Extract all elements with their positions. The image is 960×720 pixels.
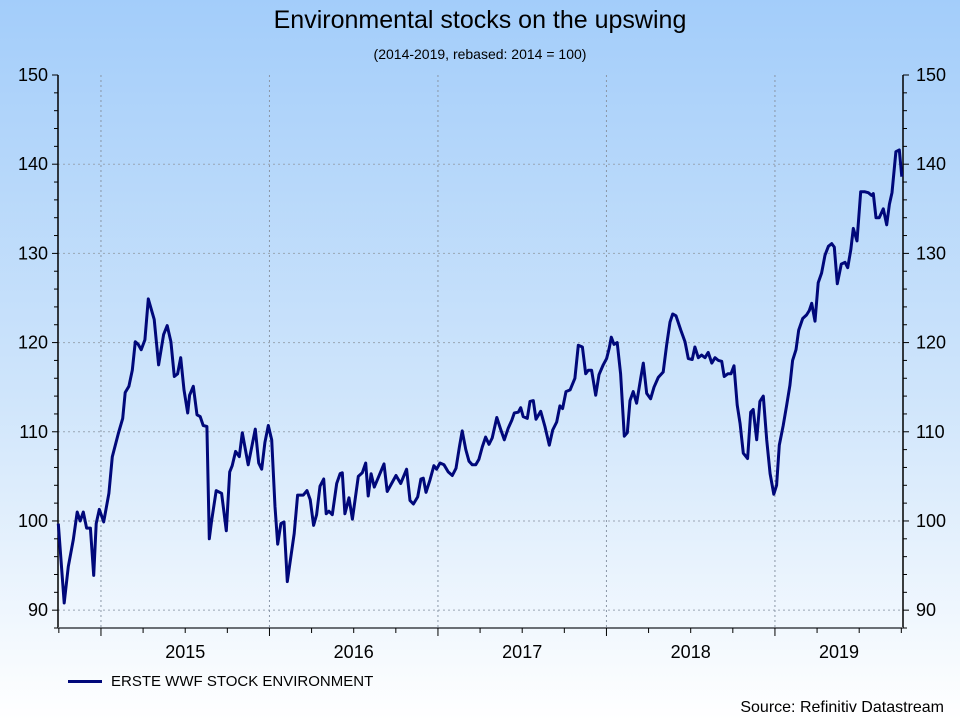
gridlines xyxy=(58,75,903,628)
x-tick-label: 2015 xyxy=(165,642,205,662)
chart-subtitle: (2014-2019, rebased: 2014 = 100) xyxy=(373,46,587,62)
legend: ERSTE WWF STOCK ENVIRONMENT xyxy=(68,673,373,690)
y-tick-label-left: 110 xyxy=(19,422,48,442)
x-tick-label: 2017 xyxy=(502,642,542,662)
y-tick-label-right: 140 xyxy=(916,154,946,174)
y-tick-label-left: 90 xyxy=(28,600,48,620)
x-tick-label: 2019 xyxy=(819,642,859,662)
axes xyxy=(52,74,909,636)
y-tick-label-right: 120 xyxy=(916,333,946,353)
y-tick-label-left: 100 xyxy=(18,511,48,531)
y-tick-label-left: 140 xyxy=(18,154,48,174)
series-line xyxy=(56,148,904,605)
x-tick-label: 2018 xyxy=(671,642,711,662)
y-tick-label-left: 150 xyxy=(18,65,48,85)
y-axis-right-labels: 90 100 110 120 130 140 150 xyxy=(916,65,946,620)
legend-swatch xyxy=(68,680,102,683)
y-tick-label-left: 120 xyxy=(18,333,48,353)
x-tick-label: 2016 xyxy=(334,642,374,662)
y-tick-label-right: 90 xyxy=(916,600,936,620)
plot-area xyxy=(58,75,903,628)
series-layer xyxy=(56,148,904,605)
chart-title: Environmental stocks on the upswing xyxy=(273,6,687,34)
y-tick-label-right: 130 xyxy=(916,243,946,263)
source-note: Source: Refinitiv Datastream xyxy=(740,699,944,716)
x-axis-labels: 2015 2016 2017 2018 2019 xyxy=(165,642,859,662)
y-tick-label-left: 130 xyxy=(18,243,48,263)
y-tick-label-right: 110 xyxy=(916,422,945,442)
y-tick-label-right: 150 xyxy=(916,65,946,85)
legend-label: ERSTE WWF STOCK ENVIRONMENT xyxy=(111,673,374,690)
y-axis-left-labels: 90 100 110 120 130 140 150 xyxy=(18,65,48,620)
y-tick-label-right: 100 xyxy=(916,511,946,531)
